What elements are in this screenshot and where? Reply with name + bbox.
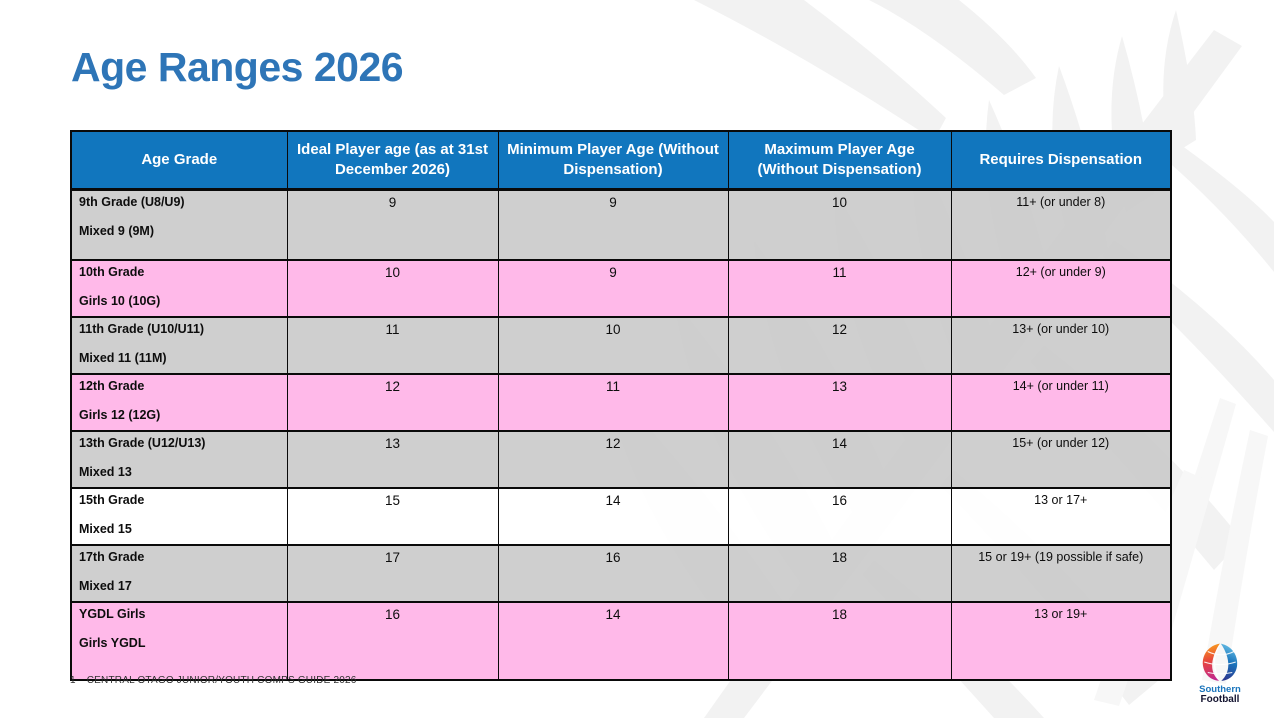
table-row: 11th Grade (U10/U11) Mixed 11 (11M) 11 1… — [70, 316, 1172, 375]
cell-requires-dispensation: 12+ (or under 9) — [950, 259, 1172, 318]
grade-name: 17th Grade — [79, 550, 145, 564]
age-ranges-table: Age Grade Ideal Player age (as at 31st D… — [70, 130, 1172, 681]
fern-ball-icon — [1202, 643, 1238, 681]
table-row: 9th Grade (U8/U9) Mixed 9 (9M) 9 9 10 11… — [70, 188, 1172, 261]
footer-text: CENTRAL OTAGO JUNIOR/YOUTH COMPS GUIDE 2… — [86, 675, 357, 686]
grade-code: Mixed 13 — [79, 464, 132, 479]
cell-age-grade: 10th Grade Girls 10 (10G) — [70, 259, 288, 318]
cell-ideal-age: 10 — [286, 259, 499, 318]
cell-minimum-age: 11 — [497, 373, 729, 432]
cell-age-grade: 15th Grade Mixed 15 — [70, 487, 288, 546]
table-row: 12th Grade Girls 12 (12G) 12 11 13 14+ (… — [70, 373, 1172, 432]
cell-minimum-age: 12 — [497, 430, 729, 489]
grade-code: Mixed 15 — [79, 521, 132, 536]
cell-minimum-age: 14 — [497, 487, 729, 546]
cell-minimum-age: 9 — [497, 259, 729, 318]
cell-requires-dispensation: 15+ (or under 12) — [950, 430, 1172, 489]
cell-ideal-age: 9 — [286, 188, 499, 261]
grade-code: Mixed 17 — [79, 578, 132, 593]
table-row: 15th Grade Mixed 15 15 14 16 13 or 17+ — [70, 487, 1172, 546]
cell-maximum-age: 12 — [727, 316, 952, 375]
header-row: Age Grade Ideal Player age (as at 31st D… — [70, 130, 1172, 191]
grade-code: Girls 12 (12G) — [79, 407, 161, 422]
cell-minimum-age: 9 — [497, 188, 729, 261]
col-header-age-grade: Age Grade — [70, 130, 288, 191]
logo-text-football: Football — [1200, 693, 1240, 705]
grade-name: 10th Grade — [79, 265, 145, 279]
page-number: 1 — [70, 675, 76, 686]
cell-maximum-age: 18 — [727, 544, 952, 603]
cell-minimum-age: 14 — [497, 601, 729, 681]
cell-requires-dispensation: 13+ (or under 10) — [950, 316, 1172, 375]
grade-name: 11th Grade (U10/U11) — [79, 322, 205, 336]
cell-requires-dispensation: 11+ (or under 8) — [950, 188, 1172, 261]
southern-football-logo: Southern Football — [1191, 640, 1249, 705]
cell-ideal-age: 16 — [286, 601, 499, 681]
grade-code: Girls 10 (10G) — [79, 293, 161, 308]
table-row: 17th Grade Mixed 17 17 16 18 15 or 19+ (… — [70, 544, 1172, 603]
cell-maximum-age: 11 — [727, 259, 952, 318]
grade-name: 9th Grade (U8/U9) — [79, 195, 185, 209]
cell-age-grade: 11th Grade (U10/U11) Mixed 11 (11M) — [70, 316, 288, 375]
cell-age-grade: 13th Grade (U12/U13) Mixed 13 — [70, 430, 288, 489]
cell-maximum-age: 13 — [727, 373, 952, 432]
cell-ideal-age: 11 — [286, 316, 499, 375]
col-header-minimum-age: Minimum Player Age (Without Dispensation… — [497, 130, 729, 191]
cell-maximum-age: 10 — [727, 188, 952, 261]
table-row: YGDL Girls Girls YGDL 16 14 18 13 or 19+ — [70, 601, 1172, 681]
cell-minimum-age: 10 — [497, 316, 729, 375]
cell-ideal-age: 13 — [286, 430, 499, 489]
table-body: 9th Grade (U8/U9) Mixed 9 (9M) 9 9 10 11… — [70, 188, 1172, 681]
cell-requires-dispensation: 13 or 19+ — [950, 601, 1172, 681]
grade-code: Girls YGDL — [79, 635, 146, 650]
cell-age-grade: 12th Grade Girls 12 (12G) — [70, 373, 288, 432]
slide-footer: 1 CENTRAL OTAGO JUNIOR/YOUTH COMPS GUIDE … — [70, 675, 357, 686]
cell-maximum-age: 16 — [727, 487, 952, 546]
cell-requires-dispensation: 15 or 19+ (19 possible if safe) — [950, 544, 1172, 603]
cell-ideal-age: 17 — [286, 544, 499, 603]
cell-requires-dispensation: 13 or 17+ — [950, 487, 1172, 546]
page-title: Age Ranges 2026 — [71, 44, 404, 90]
cell-age-grade: YGDL Girls Girls YGDL — [70, 601, 288, 681]
table-row: 13th Grade (U12/U13) Mixed 13 13 12 14 1… — [70, 430, 1172, 489]
cell-maximum-age: 14 — [727, 430, 952, 489]
col-header-ideal-age: Ideal Player age (as at 31st December 20… — [286, 130, 499, 191]
cell-requires-dispensation: 14+ (or under 11) — [950, 373, 1172, 432]
col-header-maximum-age: Maximum Player Age (Without Dispensation… — [727, 130, 952, 191]
grade-code: Mixed 11 (11M) — [79, 350, 167, 365]
cell-maximum-age: 18 — [727, 601, 952, 681]
grade-name: 12th Grade — [79, 379, 145, 393]
grade-code: Mixed 9 (9M) — [79, 223, 155, 238]
col-header-requires-dispensation: Requires Dispensation — [950, 130, 1172, 191]
cell-ideal-age: 15 — [286, 487, 499, 546]
table-header: Age Grade Ideal Player age (as at 31st D… — [70, 130, 1172, 191]
table-row: 10th Grade Girls 10 (10G) 10 9 11 12+ (o… — [70, 259, 1172, 318]
cell-age-grade: 17th Grade Mixed 17 — [70, 544, 288, 603]
grade-name: YGDL Girls — [79, 607, 146, 621]
cell-minimum-age: 16 — [497, 544, 729, 603]
grade-name: 13th Grade (U12/U13) — [79, 436, 206, 450]
grade-name: 15th Grade — [79, 493, 145, 507]
cell-age-grade: 9th Grade (U8/U9) Mixed 9 (9M) — [70, 188, 288, 261]
cell-ideal-age: 12 — [286, 373, 499, 432]
